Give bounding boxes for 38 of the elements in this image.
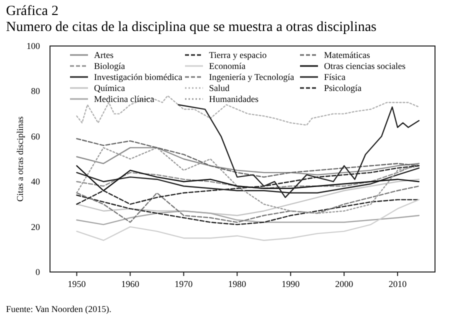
x-tick-label: 1970	[174, 279, 194, 289]
line-series	[76, 199, 420, 241]
legend-label: Ingeniería y Tecnología	[209, 72, 294, 82]
line-series	[76, 186, 420, 223]
line-series	[76, 178, 420, 216]
y-tick-label: 100	[26, 41, 40, 51]
y-tick-label: 0	[36, 267, 40, 277]
x-tick-label: 1950	[68, 279, 86, 289]
line-series	[76, 138, 420, 178]
x-tick-label: 2010	[388, 279, 408, 289]
legend-label: Artes	[94, 50, 114, 60]
y-tick-label: 80	[31, 86, 40, 96]
x-tick-label: 1960	[121, 279, 140, 289]
y-axis-title: Citas a otras disciplinas	[15, 116, 25, 202]
chart-subtitle: Numero de citas de la disciplina que se muestra a otras disciplinas	[6, 20, 377, 35]
line-series	[76, 210, 420, 226]
legend-label: Química	[94, 83, 125, 93]
legend-label: Humanidades	[209, 94, 259, 104]
legend-label: Psicología	[324, 83, 362, 93]
chart-title: Gráfica 2	[6, 4, 58, 19]
legend-label: Matemáticas	[324, 50, 370, 60]
x-tick-label: 1980	[228, 279, 247, 289]
y-tick-label: 20	[31, 222, 40, 232]
legend-label: Salud	[209, 83, 230, 93]
legend-label: Economía	[209, 61, 246, 71]
legend-label: Tierra y espacio	[209, 50, 268, 60]
source-note: Fuente: Van Noorden (2015).	[6, 304, 112, 314]
legend-label: Física	[324, 72, 346, 82]
legend-label: Otras ciencias sociales	[324, 61, 406, 71]
line-series	[76, 95, 420, 126]
legend-label: Investigación biomédica	[94, 72, 182, 82]
legend-label: Biología	[94, 61, 126, 71]
line-series	[76, 147, 420, 214]
y-tick-label: 60	[31, 131, 40, 142]
y-tick-label: 40	[31, 176, 40, 187]
legend-label: Medicina clínica	[94, 94, 154, 104]
x-tick-label: 2000	[335, 279, 354, 289]
x-tick-label: 1990	[282, 279, 300, 289]
